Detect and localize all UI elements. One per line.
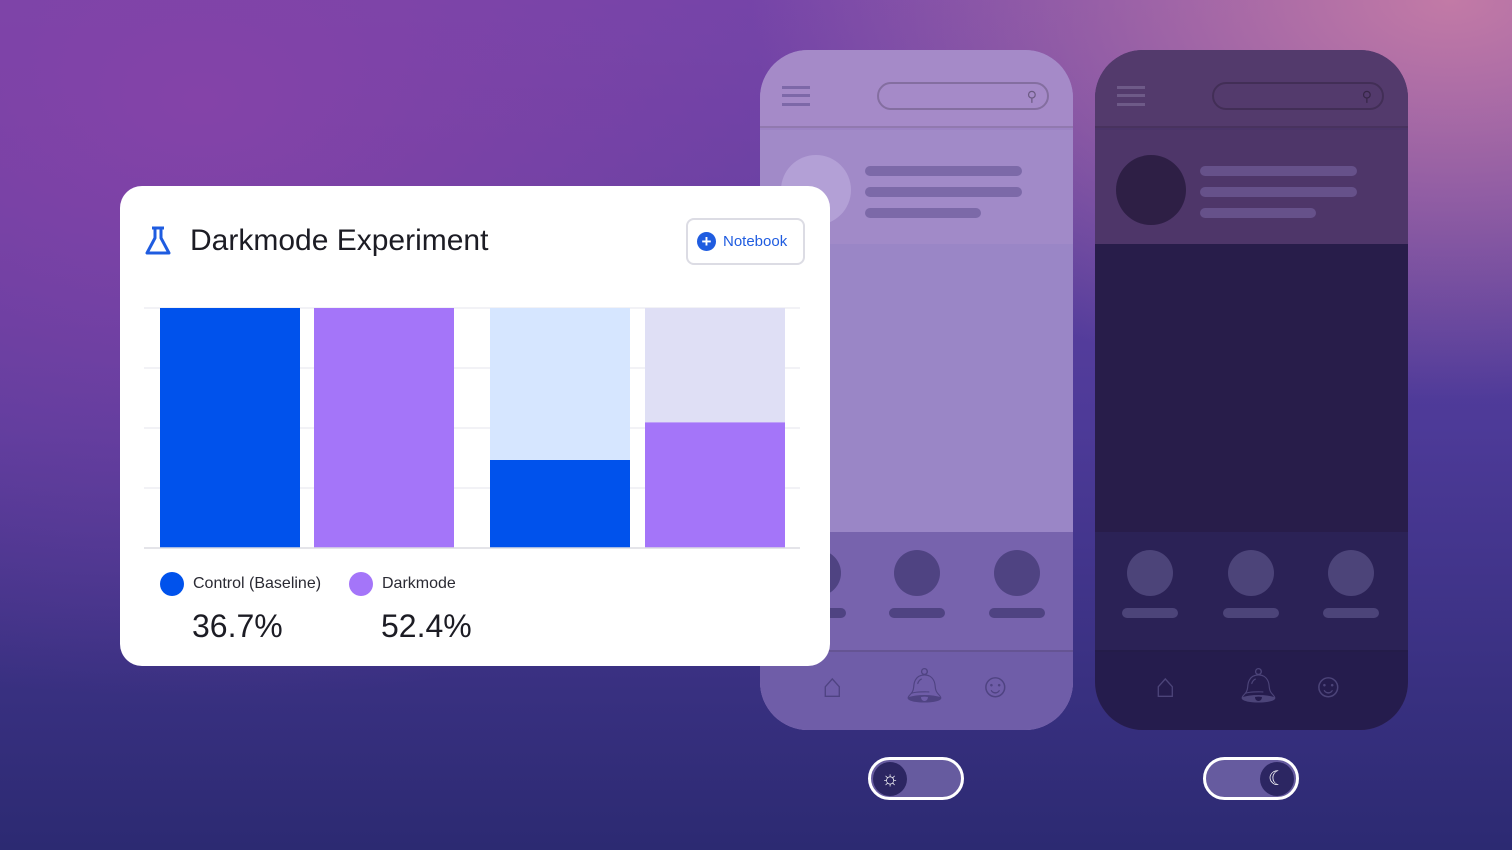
profile-icon[interactable]: ☺ (978, 667, 1013, 705)
bottom-nav: ⌂ 🔔︎ ☺ (1095, 652, 1408, 730)
plus-circle-icon: + (697, 232, 716, 251)
darkmode-value: 52.4% (381, 608, 472, 644)
flask-icon (145, 226, 171, 255)
control-value: 36.7% (192, 608, 283, 644)
text-placeholder (1200, 166, 1357, 176)
bell-icon[interactable]: 🔔︎ (1237, 667, 1281, 705)
dark-mode-toggle[interactable]: ☾ (1203, 757, 1299, 800)
avatar (1116, 155, 1186, 225)
text-placeholder (865, 187, 1022, 197)
search-icon: ⚲ (1026, 88, 1037, 104)
legend-swatch (349, 572, 373, 596)
light-mode-toggle[interactable]: ☼ (868, 757, 964, 800)
shortcut-tray (1095, 532, 1408, 652)
notebook-label: Notebook (723, 233, 788, 250)
search-input[interactable]: ⚲ (1212, 82, 1384, 110)
bar-segment (645, 308, 785, 423)
bar-segment (160, 308, 300, 548)
notebook-button[interactable]: + Notebook (686, 218, 805, 265)
text-placeholder (1200, 187, 1357, 197)
search-icon: ⚲ (1361, 88, 1372, 104)
bar-segment (314, 308, 454, 548)
legend-darkmode: Darkmode (349, 572, 456, 596)
dark-phone-mockup: ⚲ ⌂ 🔔︎ ☺ (1095, 50, 1408, 730)
phone-header: ⚲ (760, 50, 1073, 128)
legend-label: Control (Baseline) (193, 575, 322, 592)
bar-segment (490, 459, 630, 548)
legend-swatch (160, 572, 184, 596)
profile-section (1095, 130, 1408, 244)
moon-icon: ☾ (1260, 762, 1294, 796)
home-icon[interactable]: ⌂ (822, 667, 843, 705)
sun-icon: ☼ (873, 762, 907, 796)
text-placeholder (865, 208, 981, 218)
bell-icon[interactable]: 🔔︎ (903, 667, 947, 705)
menu-icon[interactable] (782, 86, 810, 106)
text-placeholder (1200, 208, 1316, 218)
experiment-card: Darkmode Experiment + Notebook Control (B… (120, 186, 830, 666)
phone-header: ⚲ (1095, 50, 1408, 128)
bar-segment (645, 422, 785, 548)
card-title: Darkmode Experiment (190, 224, 489, 257)
content-area (1095, 244, 1408, 532)
legend-label: Darkmode (382, 575, 456, 592)
bar-chart (144, 307, 800, 549)
home-icon[interactable]: ⌂ (1155, 667, 1176, 705)
profile-icon[interactable]: ☺ (1311, 667, 1346, 705)
menu-icon[interactable] (1117, 86, 1145, 106)
bar-segment (490, 308, 630, 460)
legend-control: Control (Baseline) (160, 572, 321, 596)
search-input[interactable]: ⚲ (877, 82, 1049, 110)
text-placeholder (865, 166, 1022, 176)
